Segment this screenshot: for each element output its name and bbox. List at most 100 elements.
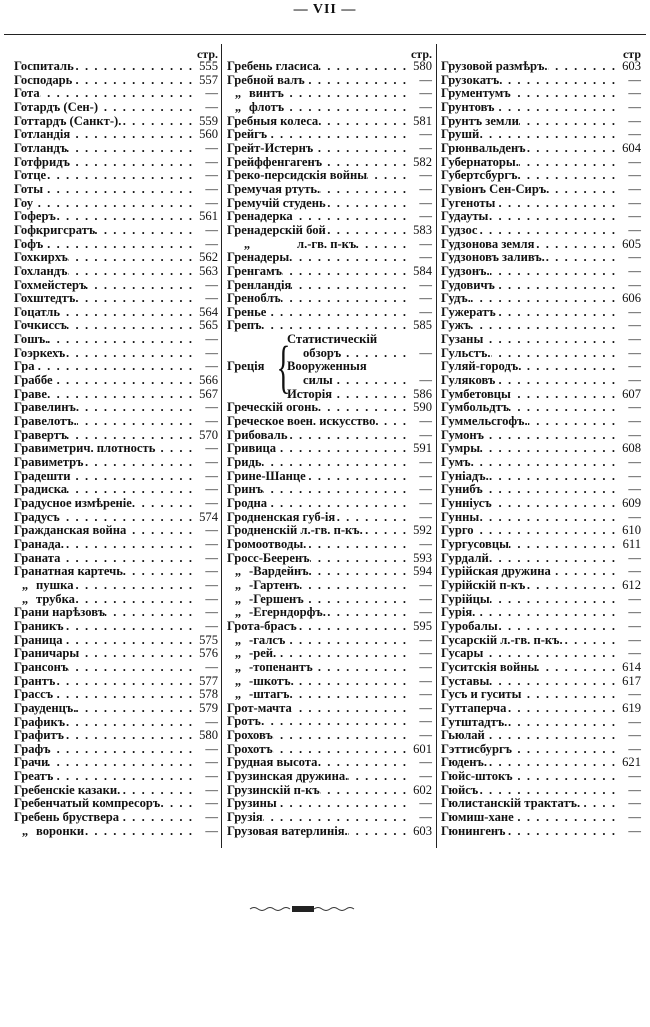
entry-page: 601 (413, 741, 432, 756)
entry-term: Госпиталь (14, 59, 74, 73)
entry-page: — (628, 222, 641, 237)
index-entry: Гэттисбургъ — (441, 741, 641, 757)
entry-page: 578 (199, 687, 218, 702)
entry-term: Градешти (14, 468, 71, 483)
entry-page: 592 (413, 523, 432, 538)
entry-page: — (205, 810, 218, 825)
index-entry: Гривица 591 (227, 442, 432, 456)
entry-term: Грузовой размѣръ. (441, 59, 548, 73)
dot-leader (121, 115, 192, 129)
entry-term: Гурдалй (441, 550, 489, 565)
dot-leader (305, 74, 406, 88)
dot-leader (506, 825, 615, 839)
entry-page: 610 (622, 523, 641, 538)
dot-leader (326, 197, 406, 211)
dot-leader (580, 797, 615, 811)
dot-leader (487, 756, 615, 770)
entry-page: — (628, 250, 641, 265)
dot-leader (292, 702, 406, 716)
entry-page: — (419, 236, 432, 251)
entry-term: Гузаны (441, 332, 484, 347)
entry-term: Гугеноты (441, 195, 496, 210)
entry-term: Гота (14, 86, 40, 101)
index-entry: Гурійскій п-къ 612 (441, 578, 641, 593)
index-entry: Грунтовъ — (441, 100, 641, 115)
entry-page: 595 (413, 618, 432, 633)
index-entry: Гочкиссъ 565 (14, 319, 218, 333)
entry-page: — (205, 140, 218, 155)
index-entry: Грансонъ — (14, 659, 218, 675)
entry-term: Гринъ (227, 482, 264, 497)
entry-page: — (205, 496, 218, 510)
entry-term: Готце (14, 168, 47, 183)
entry-term: Градиска (14, 482, 68, 497)
entry-page: — (628, 400, 641, 415)
entry-term: Гохландъ (14, 263, 68, 278)
entry-term: Грузинскій п-къ (227, 782, 320, 797)
dot-leader (67, 319, 192, 333)
entry-term: „ трубка (14, 592, 75, 607)
dot-leader (74, 579, 192, 593)
entry-page: — (419, 209, 432, 224)
entry-term: „ -галсъ (227, 633, 285, 648)
dot-leader (348, 825, 406, 839)
index-entry: Исторія 586 (287, 387, 432, 402)
dot-leader (135, 497, 192, 511)
entry-page: 559 (199, 113, 218, 128)
entry-term: Готландія (14, 127, 71, 142)
dot-leader (53, 688, 192, 702)
index-entry: Гудовичъ — (441, 277, 641, 293)
dot-leader (521, 688, 615, 702)
entry-term: Гунибъ (441, 482, 483, 497)
dot-leader (537, 661, 615, 675)
dot-leader (514, 811, 615, 825)
entry-term: Гроховъ (227, 728, 273, 743)
dot-leader (76, 702, 192, 716)
entry-page: — (205, 195, 218, 210)
entry-page: — (419, 72, 432, 87)
entry-term: Грибоваль (227, 427, 288, 442)
entry-page: — (419, 659, 432, 674)
dot-leader (317, 756, 406, 770)
entry-term: Гуммельсгофъ. (441, 414, 528, 429)
entry-page: — (419, 99, 432, 114)
dot-leader (126, 524, 192, 538)
index-entry: „ трубка — (14, 592, 218, 607)
dot-leader (496, 306, 615, 320)
entry-page: — (628, 605, 641, 620)
ditto-mark: „ (234, 86, 242, 101)
dot-leader (67, 142, 192, 156)
entry-term: Гудовичъ (441, 277, 495, 292)
index-entry: Градусъ 574 (14, 510, 218, 525)
index-entry: „ воронки — (14, 824, 218, 839)
dot-leader (312, 565, 406, 579)
entry-term: Грументумъ (441, 86, 511, 101)
index-entry: Гунны — (441, 510, 641, 525)
ditto-mark: „ (234, 687, 242, 702)
index-entry: Гремучій студень — (227, 196, 432, 211)
index-entry: Гудзонъ. — (441, 264, 641, 279)
index-entry: „ -штагъ. — (227, 687, 432, 702)
entry-page: — (628, 741, 641, 756)
entry-term: Гужератъ (441, 304, 496, 319)
index-entry: Грушй — (441, 128, 641, 142)
index-entry: Гравиметрич. плотность — (14, 442, 218, 456)
entry-term: Гродненскій л.-гв. п-къ. (227, 523, 363, 538)
entry-page: — (628, 482, 641, 497)
index-column-3: стр Грузовой размѣръ. 603 Грузокатъ. — Груме… (441, 46, 641, 838)
entry-term: Гюйс-штокъ (441, 769, 513, 784)
index-entry: Гугеноты — (441, 195, 641, 211)
index-entry: Граната — (14, 551, 218, 566)
index-entry: Графъ — (14, 742, 218, 757)
entry-term: „ -штагъ. (227, 687, 293, 702)
entry-page: 614 (622, 659, 641, 674)
dot-leader (288, 429, 406, 443)
index-entry: Гутштадтъ. — (441, 715, 641, 730)
dot-leader (320, 784, 406, 798)
entry-term: Гунніусъ (441, 496, 492, 510)
entry-page: — (205, 659, 218, 674)
index-entry: Гудъ. 606 (441, 291, 641, 306)
index-entry: Грузокатъ. — (441, 73, 641, 88)
index-entry: Гоцатль 564 (14, 305, 218, 320)
dot-leader (511, 87, 615, 101)
